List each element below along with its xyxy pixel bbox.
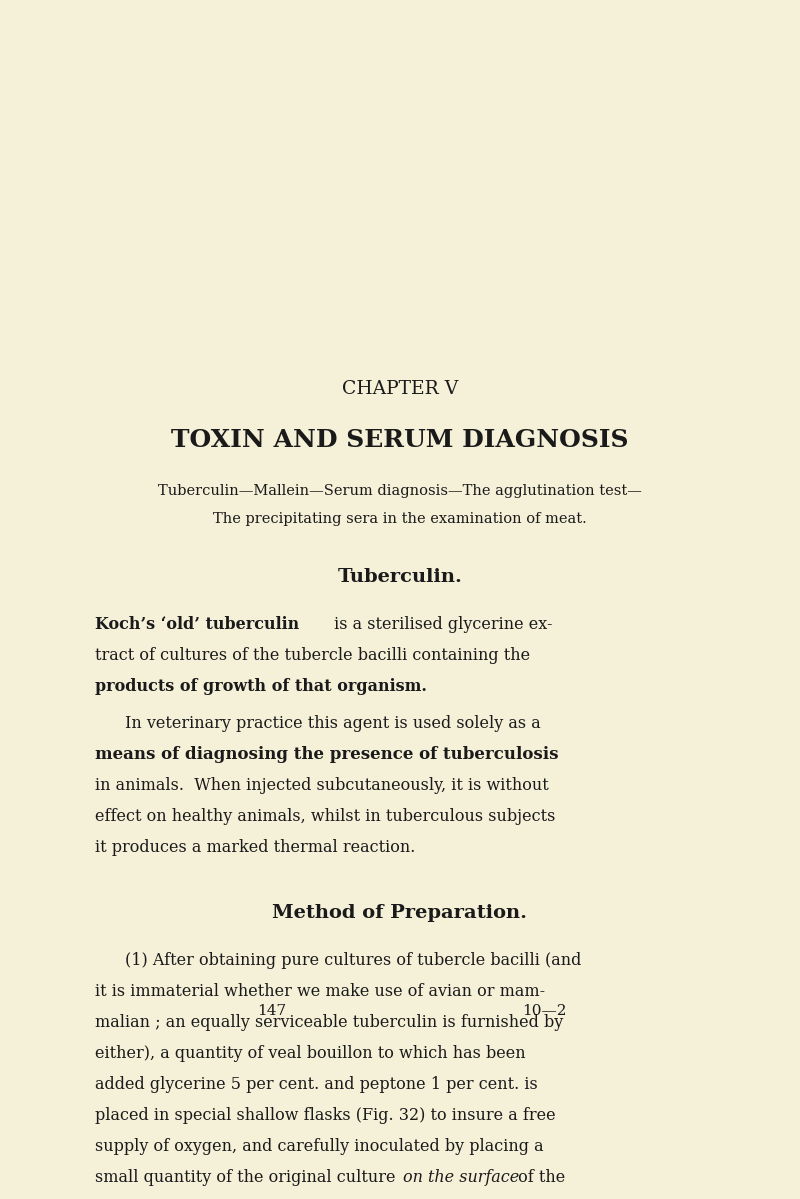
Text: The precipitating sera in the examination of meat.: The precipitating sera in the examinatio… [213,512,587,526]
Text: In veterinary practice this agent is used solely as a: In veterinary practice this agent is use… [126,716,541,733]
Text: tract of cultures of the tubercle bacilli containing the: tract of cultures of the tubercle bacill… [95,647,530,664]
Text: Tuberculin.: Tuberculin. [338,568,462,586]
Text: of the: of the [513,1169,565,1186]
Text: supply of oxygen, and carefully inoculated by placing a: supply of oxygen, and carefully inoculat… [95,1138,544,1155]
Text: on the surface: on the surface [403,1169,519,1186]
Text: means of diagnosing the presence of tuberculosis: means of diagnosing the presence of tube… [95,746,558,764]
Text: in animals.  When injected subcutaneously, it is without: in animals. When injected subcutaneously… [95,777,549,794]
Text: (1) After obtaining pure cultures of tubercle bacilli (and: (1) After obtaining pure cultures of tub… [126,952,582,970]
Text: it is immaterial whether we make use of avian or mam-: it is immaterial whether we make use of … [95,983,545,1000]
Text: products of growth of that organism.: products of growth of that organism. [95,677,427,695]
Text: small quantity of the original culture: small quantity of the original culture [95,1169,395,1186]
Text: 147: 147 [258,1004,286,1018]
Text: TOXIN AND SERUM DIAGNOSIS: TOXIN AND SERUM DIAGNOSIS [171,428,629,452]
Text: 10—2: 10—2 [522,1004,566,1018]
Text: Koch’s ‘old’ tuberculin: Koch’s ‘old’ tuberculin [95,616,299,633]
Text: either), a quantity of veal bouillon to which has been: either), a quantity of veal bouillon to … [95,1046,526,1062]
Text: added glycerine 5 per cent. and peptone 1 per cent. is: added glycerine 5 per cent. and peptone … [95,1077,538,1093]
Text: placed in special shallow flasks (Fig. 32) to insure a free: placed in special shallow flasks (Fig. 3… [95,1107,556,1125]
Text: malian ; an equally serviceable tuberculin is furnished by: malian ; an equally serviceable tubercul… [95,1014,563,1031]
Text: is a sterilised glycerine ex-: is a sterilised glycerine ex- [330,616,553,633]
Text: Tuberculin—Mallein—Serum diagnosis—The agglutination test—: Tuberculin—Mallein—Serum diagnosis—The a… [158,484,642,498]
Text: it produces a marked thermal reaction.: it produces a marked thermal reaction. [95,839,415,856]
Text: Method of Preparation.: Method of Preparation. [273,904,527,922]
Text: effect on healthy animals, whilst in tuberculous subjects: effect on healthy animals, whilst in tub… [95,808,555,825]
Text: CHAPTER V: CHAPTER V [342,380,458,398]
